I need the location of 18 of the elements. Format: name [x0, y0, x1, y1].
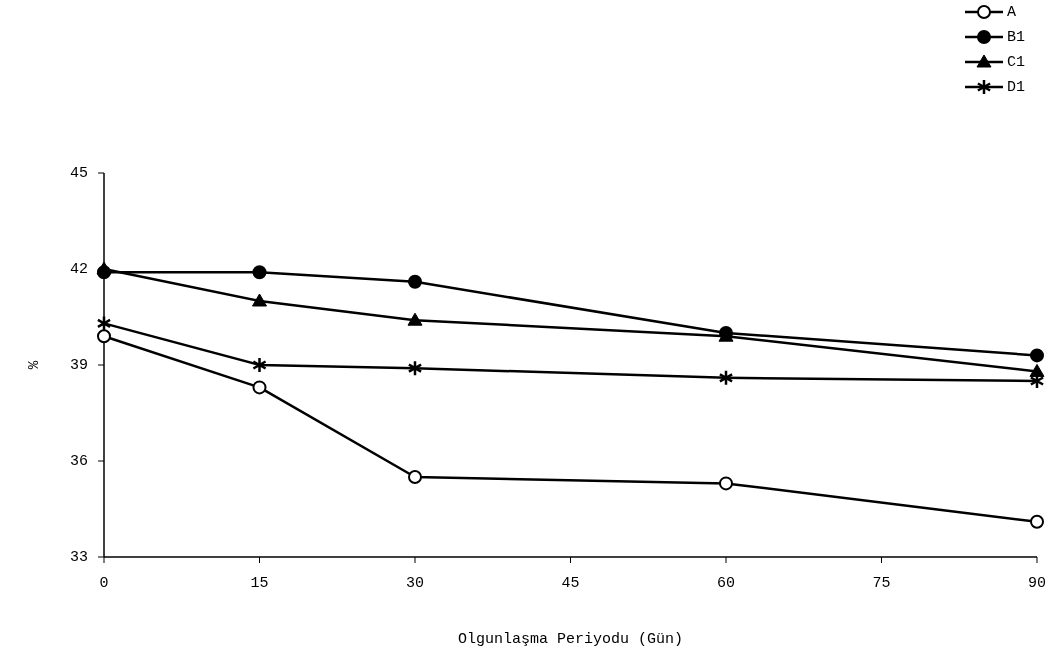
y-tick-label: 45: [69, 164, 88, 182]
legend-label: C1: [1007, 53, 1026, 71]
x-tick-label: 60: [716, 575, 736, 592]
x-tick-label: 0: [99, 575, 109, 592]
y-tick-label: 39: [69, 356, 88, 374]
x-tick-label: 30: [405, 575, 425, 592]
x-tick-label: 90: [1027, 575, 1047, 592]
legend-label: A: [1007, 3, 1017, 21]
y-tick-label: 36: [69, 452, 88, 470]
legend-label: B1: [1007, 28, 1026, 46]
x-tick-label: 15: [250, 575, 269, 592]
y-axis-title: %: [26, 360, 42, 370]
y-tick-label: 33: [69, 548, 88, 566]
x-tick-label: 45: [561, 575, 580, 592]
legend-label: D1: [1007, 78, 1026, 96]
x-axis-title: Olgunlaşma Periyodu (Gün): [457, 631, 684, 648]
y-tick-label: 42: [69, 260, 88, 278]
x-tick-label: 75: [872, 575, 891, 592]
